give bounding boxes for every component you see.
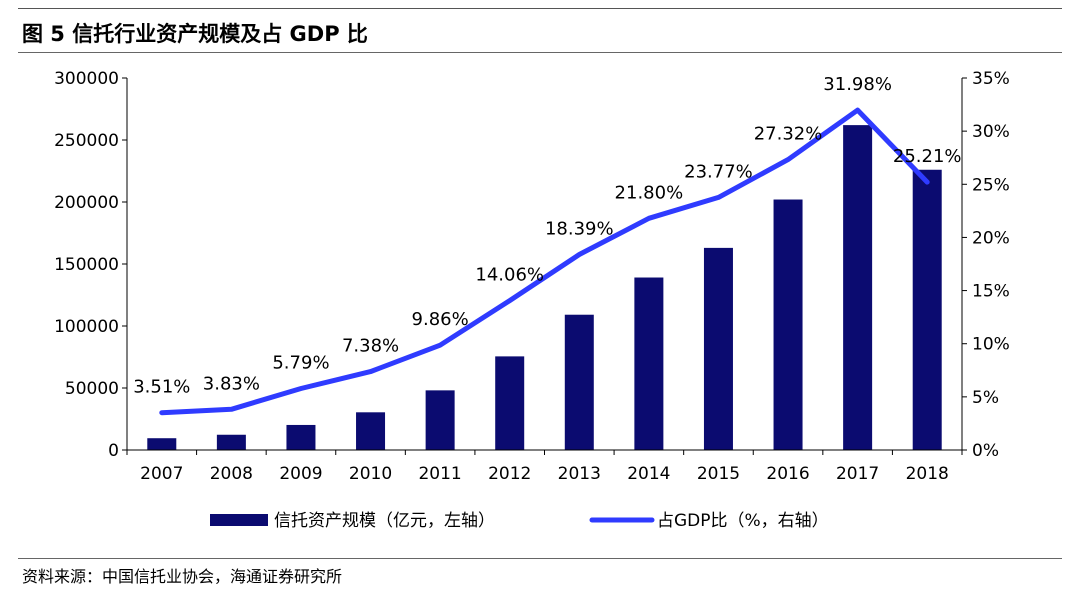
top-rule	[18, 8, 1062, 9]
right-tick-label: 0%	[972, 441, 999, 461]
data-label-2016: 27.32%	[754, 124, 823, 145]
legend-line-label: 占GDP比（%，右轴）	[657, 511, 829, 531]
x-tick-label: 2018	[906, 464, 949, 484]
legend-bar-swatch	[210, 514, 268, 526]
x-tick-label: 2007	[140, 464, 183, 484]
left-tick-label: 250000	[54, 131, 119, 151]
bar-2014	[634, 277, 664, 450]
bar-2012	[495, 356, 525, 450]
bar-2013	[564, 314, 594, 450]
bar-2007	[147, 438, 177, 450]
x-tick-label: 2012	[488, 464, 531, 484]
data-label-2015: 23.77%	[684, 161, 753, 182]
left-tick-label: 100000	[54, 317, 119, 337]
data-label-2012: 14.06%	[475, 265, 544, 286]
data-label-2017: 31.98%	[823, 74, 892, 95]
data-label-2011: 9.86%	[412, 309, 469, 330]
x-tick-label: 2009	[279, 464, 322, 484]
axes: 0 50000 100000 150000 200000 250000 300000 0% 5%…	[54, 69, 1010, 484]
bar-2016	[773, 199, 803, 450]
right-tick-label: 5%	[972, 388, 999, 408]
x-tick-label: 2011	[418, 464, 461, 484]
legend: 信托资产规模（亿元，左轴） 占GDP比（%，右轴）	[210, 511, 829, 531]
x-tick-label: 2013	[558, 464, 601, 484]
data-label-2018: 25.21%	[893, 146, 962, 167]
bar-2009	[286, 424, 316, 450]
gdp-ratio-line	[159, 107, 930, 416]
x-tick-label: 2008	[210, 464, 253, 484]
left-tick-label: 0	[108, 441, 119, 461]
legend-bar-label: 信托资产规模（亿元，左轴）	[274, 511, 495, 531]
data-label-2007: 3.51%	[133, 377, 190, 398]
right-tick-label: 10%	[972, 335, 1010, 355]
left-tick-label: 300000	[54, 69, 119, 89]
bottom-rule	[18, 558, 1062, 559]
right-tick-label: 30%	[972, 122, 1010, 142]
left-tick-label: 150000	[54, 255, 119, 275]
left-tick-label: 50000	[65, 379, 119, 399]
bar-2015	[703, 247, 733, 450]
left-tick-label: 200000	[54, 193, 119, 213]
x-tick-label: 2010	[349, 464, 392, 484]
data-label-2014: 21.80%	[615, 182, 684, 203]
right-tick-label: 35%	[972, 69, 1010, 89]
right-tick-label: 20%	[972, 228, 1010, 248]
bar-2011	[425, 390, 455, 450]
x-tick-label: 2014	[627, 464, 670, 484]
bar-2018	[912, 169, 942, 450]
x-tick-label: 2015	[697, 464, 740, 484]
figure-title: 图 5 信托行业资产规模及占 GDP 比	[22, 22, 368, 46]
x-tick-label: 2017	[836, 464, 879, 484]
x-tick-label: 2016	[766, 464, 809, 484]
bar-2008	[216, 434, 246, 450]
data-label-2010: 7.38%	[342, 336, 399, 357]
bar-2010	[356, 412, 386, 450]
data-label-2008: 3.83%	[203, 373, 260, 394]
source-note: 资料来源：中国信托业协会，海通证券研究所	[22, 567, 343, 586]
data-label-2009: 5.79%	[272, 352, 329, 373]
title-rule	[18, 52, 1062, 53]
line-series: 3.51% 3.83% 5.79% 7.38% 9.86% 14.06% 18.39%21.…	[133, 74, 962, 416]
right-tick-label: 25%	[972, 175, 1010, 195]
bar-series	[147, 125, 942, 451]
bar-2017	[843, 125, 873, 451]
right-tick-label: 15%	[972, 282, 1010, 302]
data-label-2013: 18.39%	[545, 219, 614, 240]
